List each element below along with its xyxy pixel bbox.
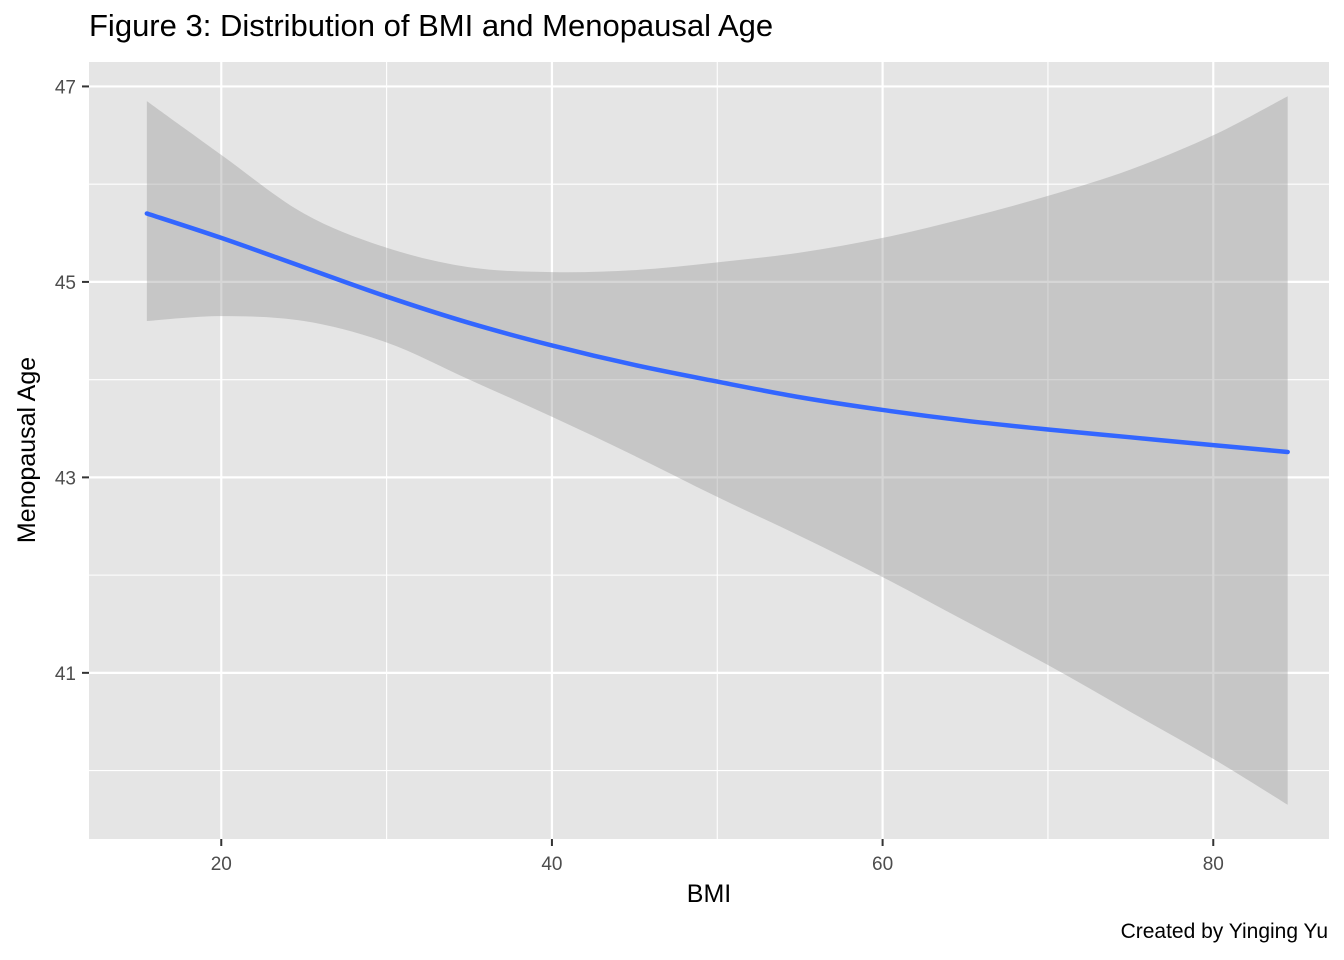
smooth-line bbox=[144, 211, 1290, 455]
y-tick-label: 43 bbox=[55, 468, 76, 489]
y-tick-label: 45 bbox=[55, 273, 76, 294]
x-tick-label: 20 bbox=[211, 854, 232, 875]
x-tick-label: 80 bbox=[1203, 854, 1224, 875]
y-tick-label: 41 bbox=[55, 664, 76, 685]
y-tick-label: 47 bbox=[55, 77, 76, 98]
x-axis-title: BMI bbox=[687, 880, 731, 908]
y-axis: 41 43 45 47 bbox=[55, 77, 89, 685]
plot-panel bbox=[89, 62, 1329, 839]
chart-title: Figure 3: Distribution of BMI and Menopa… bbox=[89, 8, 774, 43]
x-axis: 20 40 60 80 bbox=[211, 839, 1224, 875]
caption: Created by Yinging Yu bbox=[1120, 920, 1328, 943]
y-axis-title: Menopausal Age bbox=[13, 357, 41, 543]
minor-gridlines bbox=[89, 62, 1329, 839]
confidence-band bbox=[146, 96, 1288, 805]
major-gridlines bbox=[89, 62, 1329, 839]
x-tick-label: 60 bbox=[872, 854, 893, 875]
x-tick-label: 40 bbox=[541, 854, 562, 875]
